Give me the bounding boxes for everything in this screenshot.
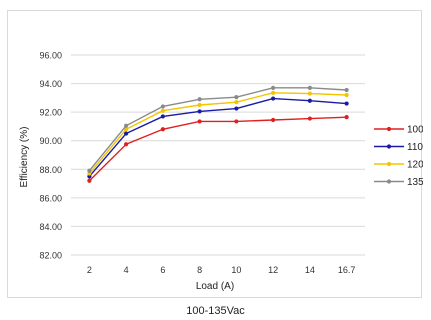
legend: 100 110 120 135 xyxy=(374,125,423,188)
data-point-120 xyxy=(344,92,349,98)
data-point-135 xyxy=(197,97,202,102)
data-point-120 xyxy=(271,90,276,95)
legend-marker-100 xyxy=(386,126,392,132)
data-point-100 xyxy=(197,119,202,124)
chart-caption: 100-135Vac xyxy=(186,305,245,317)
x-tick-label: 14 xyxy=(305,265,315,275)
x-tick-labels: 2 4 6 8 10 12 14 16.7 xyxy=(87,265,356,275)
legend-marker-135 xyxy=(386,179,392,184)
y-tick-label: 90.00 xyxy=(39,136,62,146)
series-line-135 xyxy=(88,87,347,172)
x-tick-label: 16.7 xyxy=(338,265,356,275)
series-line-100 xyxy=(88,116,347,182)
y-tick-label: 84.00 xyxy=(39,222,62,232)
y-tick-label: 82.00 xyxy=(39,251,62,261)
y-tick-label: 88.00 xyxy=(39,165,62,175)
x-tick-label: 12 xyxy=(268,265,278,275)
series-lines xyxy=(87,85,349,183)
data-point-100 xyxy=(160,127,165,132)
data-point-110 xyxy=(160,114,165,119)
legend-label-110: 110 xyxy=(407,142,423,153)
data-point-110 xyxy=(197,109,202,114)
data-point-135 xyxy=(344,87,349,93)
data-point-135 xyxy=(87,168,92,173)
legend-label-120: 120 xyxy=(407,160,423,171)
x-tick-label: 6 xyxy=(160,265,165,275)
data-point-100 xyxy=(234,119,239,124)
efficiency-chart: 82.00 84.00 86.00 88.00 90.00 92.00 94.00 96.00… xyxy=(19,51,423,293)
data-point-100 xyxy=(344,115,349,120)
data-point-120 xyxy=(124,127,129,132)
legend-label-135: 135 xyxy=(407,177,423,188)
data-point-100 xyxy=(271,117,276,123)
data-point-100 xyxy=(124,142,129,147)
data-point-120 xyxy=(197,102,202,108)
data-point-100 xyxy=(307,116,312,121)
data-point-135 xyxy=(160,104,165,109)
x-tick-label: 4 xyxy=(124,265,129,275)
data-point-110 xyxy=(234,106,239,111)
y-tick-label: 94.00 xyxy=(39,79,62,89)
chart-frame: 82.00 84.00 86.00 88.00 90.00 92.00 94.00 96.00… xyxy=(7,10,423,298)
y-tick-label: 96.00 xyxy=(39,51,62,61)
y-tick-label: 86.00 xyxy=(39,193,62,203)
x-tick-label: 2 xyxy=(87,265,92,275)
x-tick-label: 8 xyxy=(197,265,202,275)
x-tick-label: 10 xyxy=(231,265,241,275)
legend-marker-110 xyxy=(386,144,392,149)
data-point-110 xyxy=(307,98,312,103)
data-point-135 xyxy=(234,95,239,100)
data-point-135 xyxy=(124,123,129,128)
data-point-110 xyxy=(344,101,349,106)
data-point-120 xyxy=(160,108,165,113)
x-axis-label: Load (A) xyxy=(196,281,234,292)
legend-marker-120 xyxy=(386,161,392,167)
data-point-110 xyxy=(271,96,276,101)
y-tick-label: 92.00 xyxy=(39,108,62,118)
legend-label-100: 100 xyxy=(407,125,423,136)
data-point-120 xyxy=(307,91,312,96)
y-axis-label: Efficiency (%) xyxy=(19,127,30,188)
data-point-135 xyxy=(271,85,276,90)
data-point-100 xyxy=(87,178,92,183)
data-point-135 xyxy=(307,85,312,90)
data-point-120 xyxy=(234,100,239,105)
y-tick-labels: 82.00 84.00 86.00 88.00 90.00 92.00 94.00 96.00 xyxy=(39,51,62,261)
series-line-110 xyxy=(88,97,347,177)
data-point-110 xyxy=(124,131,129,136)
series-line-120 xyxy=(88,92,347,175)
